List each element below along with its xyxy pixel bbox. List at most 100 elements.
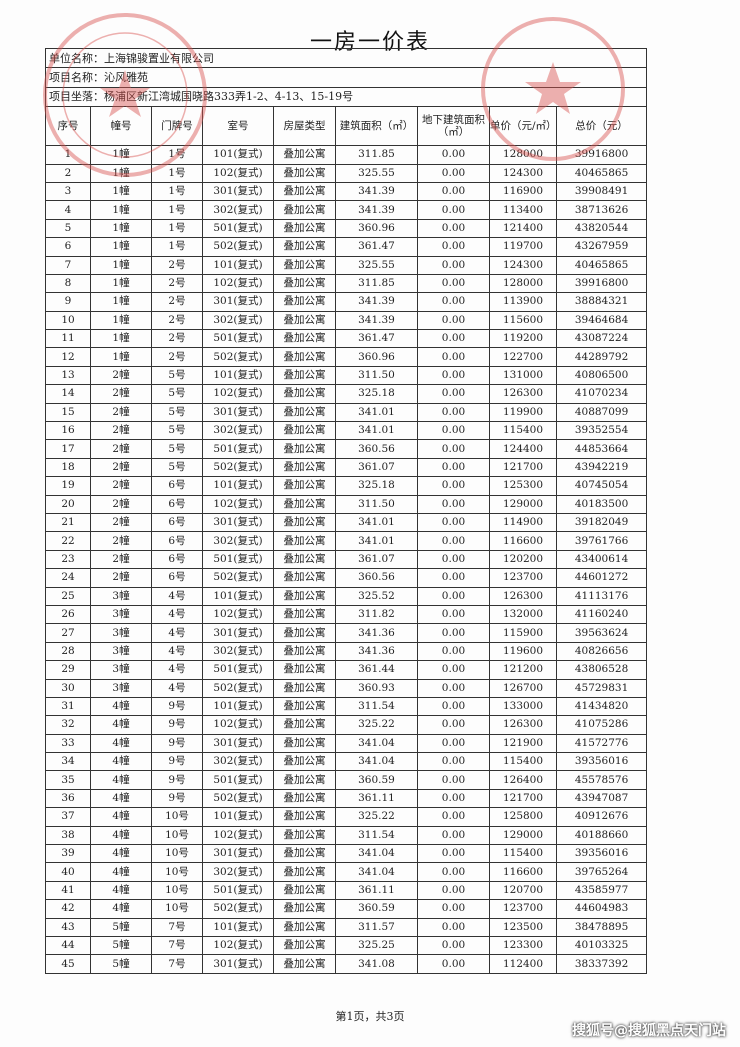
cell-door: 6号 [151, 494, 203, 514]
cell-door: 1号 [151, 200, 203, 220]
cell-room: 101(复式) [202, 696, 274, 717]
cell-area: 325.55 [335, 163, 418, 183]
project-address: 项目坐落：杨浦区新江湾城国晓路333弄1-2、4-13、15-19号 [44, 86, 648, 108]
cell-room: 102(复式) [202, 935, 274, 956]
header-type: 房屋类型 [273, 106, 336, 147]
cell-door: 9号 [151, 733, 203, 754]
cell-building: 4幢 [90, 733, 152, 754]
cell-underground-area: 0.00 [417, 439, 490, 459]
cell-door: 4号 [151, 660, 203, 680]
cell-building: 2幢 [90, 494, 152, 514]
cell-area: 341.04 [335, 862, 418, 882]
cell-area: 361.11 [335, 880, 418, 901]
cell-underground-area: 0.00 [417, 218, 490, 239]
cell-unit-price: 112400 [489, 954, 557, 974]
cell-building: 1幢 [90, 218, 152, 239]
cell-building: 4幢 [90, 862, 152, 882]
table-row: 5 1幢 1号 501(复式) 叠加公寓 360.96 0.00 121400 43820544 [45, 218, 648, 239]
cell-total-price: 43820544 [555, 218, 648, 239]
table-row: 39 4幢 10号 301(复式) 叠加公寓 341.04 0.00 115400 393560… [45, 844, 648, 864]
cell-underground-area: 0.00 [417, 899, 490, 919]
cell-area: 360.93 [335, 678, 418, 698]
cell-underground-area: 0.00 [417, 807, 490, 827]
cell-type: 叠加公寓 [273, 512, 336, 533]
cell-unit-price: 126300 [489, 586, 557, 606]
cell-type: 叠加公寓 [273, 402, 336, 423]
cell-seq: 27 [45, 623, 91, 643]
cell-area: 341.39 [335, 292, 418, 312]
cell-type: 叠加公寓 [273, 862, 336, 882]
cell-door: 4号 [151, 604, 203, 625]
cell-area: 325.52 [335, 586, 418, 606]
table-row: 29 3幢 4号 501(复式) 叠加公寓 361.44 0.00 121200 4380652… [45, 660, 648, 680]
cell-unit-price: 115400 [489, 844, 557, 864]
cell-unit-price: 121200 [489, 660, 557, 680]
cell-unit-price: 123700 [489, 568, 557, 588]
table-row: 43 5幢 7号 101(复式) 叠加公寓 311.57 0.00 123500 3847889… [45, 917, 648, 937]
cell-seq: 10 [45, 310, 91, 331]
cell-area: 360.96 [335, 218, 418, 239]
cell-building: 1幢 [90, 310, 152, 331]
cell-type: 叠加公寓 [273, 218, 336, 239]
cell-area: 341.08 [335, 954, 418, 974]
cell-seq: 43 [45, 917, 91, 937]
cell-room: 101(复式) [202, 255, 274, 275]
cell-area: 311.57 [335, 917, 418, 937]
cell-building: 2幢 [90, 384, 152, 404]
cell-underground-area: 0.00 [417, 145, 490, 165]
cell-underground-area: 0.00 [417, 604, 490, 625]
cell-door: 6号 [151, 512, 203, 533]
cell-unit-price: 126700 [489, 678, 557, 698]
cell-type: 叠加公寓 [273, 531, 336, 551]
cell-door: 4号 [151, 641, 203, 662]
cell-door: 10号 [151, 825, 203, 846]
cell-building: 4幢 [90, 844, 152, 864]
cell-total-price: 40912676 [555, 807, 648, 827]
cell-building: 1幢 [90, 145, 152, 165]
cell-unit-price: 121700 [489, 457, 557, 478]
cell-room: 101(复式) [202, 365, 274, 386]
cell-total-price: 44604983 [555, 899, 648, 919]
cell-underground-area: 0.00 [417, 457, 490, 478]
table-row: 13 2幢 5号 101(复式) 叠加公寓 311.50 0.00 131000 4080650… [45, 365, 648, 386]
cell-type: 叠加公寓 [273, 255, 336, 275]
cell-building: 1幢 [90, 292, 152, 312]
cell-building: 4幢 [90, 880, 152, 901]
cell-seq: 7 [45, 255, 91, 275]
cell-underground-area: 0.00 [417, 494, 490, 514]
cell-type: 叠加公寓 [273, 880, 336, 901]
cell-unit-price: 120700 [489, 880, 557, 901]
cell-room: 102(复式) [202, 604, 274, 625]
cell-room: 302(复式) [202, 200, 274, 220]
cell-underground-area: 0.00 [417, 512, 490, 533]
cell-building: 3幢 [90, 604, 152, 625]
cell-room: 502(复式) [202, 237, 274, 257]
cell-total-price: 45729831 [555, 678, 648, 698]
table-row: 17 2幢 5号 501(复式) 叠加公寓 360.56 0.00 124400 4485366… [45, 439, 648, 459]
cell-seq: 6 [45, 237, 91, 257]
cell-area: 311.54 [335, 696, 418, 717]
cell-seq: 45 [45, 954, 91, 974]
cell-door: 10号 [151, 807, 203, 827]
cell-area: 360.56 [335, 568, 418, 588]
cell-type: 叠加公寓 [273, 439, 336, 459]
cell-room: 301(复式) [202, 181, 274, 202]
cell-type: 叠加公寓 [273, 310, 336, 331]
cell-underground-area: 0.00 [417, 273, 490, 294]
table-row: 10 1幢 2号 302(复式) 叠加公寓 341.39 0.00 115600 3946468… [45, 310, 648, 331]
table-row: 37 4幢 10号 101(复式) 叠加公寓 325.22 0.00 125800 409126… [45, 807, 648, 827]
cell-unit-price: 122700 [489, 347, 557, 367]
cell-unit-price: 115600 [489, 310, 557, 331]
cell-door: 4号 [151, 586, 203, 606]
table-row: 8 1幢 2号 102(复式) 叠加公寓 311.85 0.00 128000 39916800 [45, 273, 648, 294]
cell-door: 1号 [151, 163, 203, 183]
cell-unit-price: 123300 [489, 935, 557, 956]
table-row: 30 3幢 4号 502(复式) 叠加公寓 360.93 0.00 126700 4572983… [45, 678, 648, 698]
cell-seq: 9 [45, 292, 91, 312]
cell-room: 501(复式) [202, 549, 274, 570]
table-row: 16 2幢 5号 302(复式) 叠加公寓 341.01 0.00 115400 3935255… [45, 421, 648, 441]
cell-unit-price: 128000 [489, 145, 557, 165]
cell-total-price: 41434820 [555, 696, 648, 717]
cell-seq: 34 [45, 752, 91, 772]
cell-type: 叠加公寓 [273, 292, 336, 312]
